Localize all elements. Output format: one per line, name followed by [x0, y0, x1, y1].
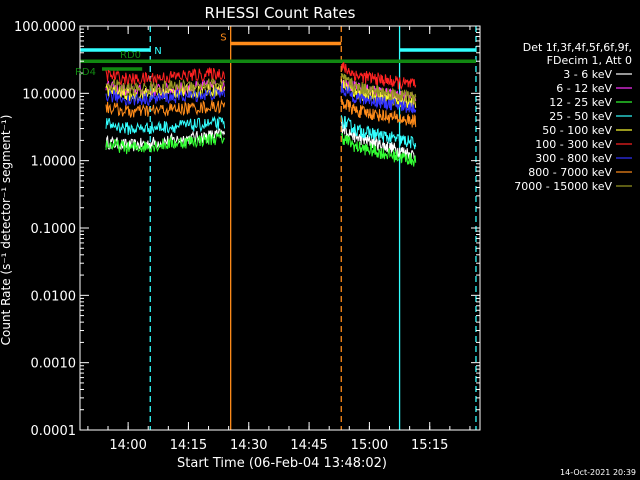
legend-label: 300 - 800 keV: [535, 152, 612, 165]
series-line: [340, 96, 417, 128]
series-line: [105, 130, 226, 155]
flag-label: N: [154, 46, 161, 57]
footer-timestamp: 14-Oct-2021 20:39: [560, 468, 636, 477]
legend-label: 7000 - 15000 keV: [514, 180, 612, 193]
y-tick-label: 1.0000: [31, 155, 77, 170]
legend-label: 25 - 50 keV: [549, 110, 612, 123]
series-line: [105, 128, 226, 152]
y-tick-label: 100.0000: [14, 20, 76, 35]
legend-label: 12 - 25 keV: [549, 96, 612, 109]
flag-label: RD0: [120, 50, 141, 61]
x-tick-label: 15:00: [351, 438, 388, 453]
flag-label: RD4: [75, 67, 96, 78]
y-tick-label: 0.0100: [31, 289, 77, 304]
legend-header-1: Det 1f,3f,4f,5f,6f,9f,: [523, 41, 632, 54]
x-tick-label: 14:30: [230, 438, 267, 453]
series-line: [340, 62, 417, 90]
y-axis-label: Count Rate (s⁻¹ detector⁻¹ segment⁻¹): [0, 115, 13, 346]
legend-label: 6 - 12 keV: [556, 82, 612, 95]
legend-label: 3 - 6 keV: [563, 68, 612, 81]
flag-label: S: [220, 32, 226, 43]
series-line: [340, 133, 417, 167]
x-tick-label: 14:45: [290, 438, 327, 453]
legend-label: 50 - 100 keV: [542, 124, 612, 137]
x-tick-label: 14:00: [109, 438, 146, 453]
series-line: [340, 115, 417, 150]
chart-title: RHESSI Count Rates: [205, 4, 356, 22]
y-tick-label: 0.0010: [31, 357, 77, 372]
y-tick-label: 10.0000: [22, 87, 76, 102]
legend-label: 100 - 300 keV: [535, 138, 612, 151]
series-line: [105, 77, 226, 96]
plot-content: [80, 26, 477, 430]
legend-header-2: FDecim 1, Att 0: [547, 54, 632, 67]
series-line: [340, 73, 417, 105]
y-tick-label: 0.0001: [31, 424, 77, 439]
series-line: [340, 82, 417, 114]
x-tick-label: 14:15: [170, 438, 207, 453]
x-axis-label: Start Time (06-Feb-04 13:48:02): [177, 456, 387, 471]
y-tick-label: 0.1000: [31, 222, 77, 237]
series-line: [105, 115, 226, 135]
plot-area: 0.0001 0.0010 0.0100 0.1000 1.0000 10.0000 100…: [14, 20, 481, 453]
series-line: [105, 99, 226, 118]
legend-label: 800 - 7000 keV: [528, 166, 612, 179]
x-tick-label: 15:15: [411, 438, 448, 453]
